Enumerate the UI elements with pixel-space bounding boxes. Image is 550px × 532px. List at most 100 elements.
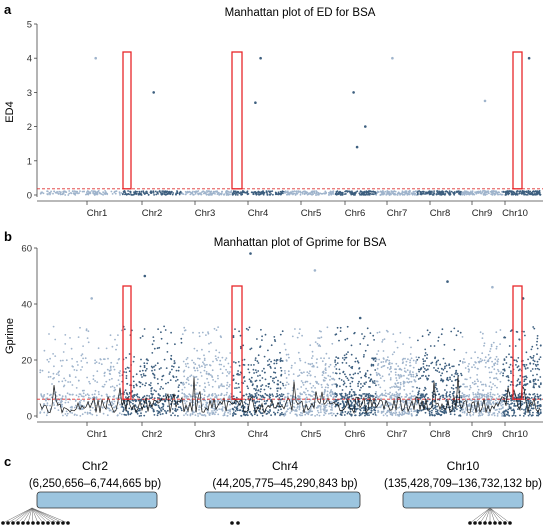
data-point xyxy=(74,413,76,416)
data-point xyxy=(237,383,240,385)
data-point xyxy=(363,335,366,338)
data-point xyxy=(165,191,168,194)
data-point xyxy=(362,385,364,387)
data-point xyxy=(227,399,230,402)
highlight-region-box xyxy=(231,51,243,190)
data-point xyxy=(378,406,381,408)
data-point xyxy=(180,341,183,344)
highlight-point xyxy=(90,297,93,300)
x-tick-label: Chr3 xyxy=(195,429,216,440)
data-point xyxy=(154,364,157,367)
data-point xyxy=(253,364,255,366)
region-marker-dot xyxy=(6,521,10,525)
data-point xyxy=(228,193,231,196)
data-point xyxy=(194,190,197,193)
data-point xyxy=(368,376,370,379)
data-point xyxy=(162,405,165,408)
data-point xyxy=(532,407,535,410)
highlight-region-box xyxy=(122,51,132,190)
data-point xyxy=(335,368,338,370)
data-point xyxy=(146,192,149,195)
data-point xyxy=(360,386,362,389)
data-point xyxy=(88,191,90,194)
data-point xyxy=(236,194,239,196)
data-point xyxy=(532,393,534,396)
data-point xyxy=(49,393,52,396)
data-point xyxy=(399,367,401,370)
data-point xyxy=(496,386,498,389)
data-point xyxy=(145,368,148,370)
data-point xyxy=(538,193,541,196)
data-point xyxy=(286,405,288,408)
data-point xyxy=(182,381,185,384)
data-point xyxy=(226,391,228,394)
data-point xyxy=(257,193,260,195)
data-point xyxy=(158,406,161,409)
data-point xyxy=(133,395,136,397)
data-point xyxy=(102,412,105,415)
region-marker-dot xyxy=(16,521,20,525)
data-point xyxy=(185,412,187,415)
data-point xyxy=(469,192,472,195)
data-point xyxy=(315,194,318,196)
highlight-point xyxy=(403,381,406,384)
data-point xyxy=(272,377,274,380)
data-point xyxy=(152,372,154,375)
data-point xyxy=(207,381,210,384)
data-point xyxy=(134,190,137,193)
data-point xyxy=(183,395,186,398)
data-point xyxy=(277,409,280,411)
data-point xyxy=(529,413,531,416)
data-point xyxy=(465,351,468,354)
data-point xyxy=(397,365,400,367)
data-point xyxy=(499,329,502,331)
data-point xyxy=(518,381,521,384)
data-point xyxy=(42,397,44,399)
data-point xyxy=(183,400,186,402)
data-point xyxy=(370,409,373,412)
data-point xyxy=(474,191,476,194)
data-point xyxy=(455,371,457,374)
data-point xyxy=(438,192,441,195)
data-point xyxy=(206,401,209,404)
data-point xyxy=(505,362,508,364)
data-point xyxy=(346,377,349,380)
data-point xyxy=(168,190,171,193)
data-point xyxy=(207,332,210,335)
data-point xyxy=(248,378,251,381)
data-point xyxy=(490,388,493,391)
data-point xyxy=(241,191,243,194)
data-point xyxy=(441,408,443,411)
data-point xyxy=(267,385,270,388)
data-point xyxy=(164,329,167,331)
data-point xyxy=(311,365,314,368)
data-point xyxy=(213,405,216,408)
data-point xyxy=(103,192,106,195)
data-point xyxy=(203,363,205,365)
data-point xyxy=(367,396,370,399)
data-point xyxy=(86,337,89,339)
data-point xyxy=(47,371,50,374)
data-point xyxy=(170,414,173,417)
data-point xyxy=(318,193,320,196)
data-point xyxy=(537,379,540,381)
data-point xyxy=(491,414,493,416)
data-point xyxy=(186,362,189,365)
data-point xyxy=(496,413,499,415)
data-point xyxy=(309,374,312,377)
data-point xyxy=(80,395,83,397)
data-point xyxy=(515,364,517,366)
data-point xyxy=(133,356,136,358)
data-point xyxy=(410,357,413,360)
data-point xyxy=(414,190,417,193)
data-point xyxy=(105,191,107,194)
data-point xyxy=(291,190,294,193)
data-point xyxy=(256,396,258,399)
data-point xyxy=(490,386,493,389)
data-point xyxy=(140,190,143,193)
data-point xyxy=(311,355,314,357)
data-point xyxy=(84,394,87,397)
data-point xyxy=(346,337,349,340)
data-point xyxy=(206,411,209,414)
data-point xyxy=(457,330,459,332)
